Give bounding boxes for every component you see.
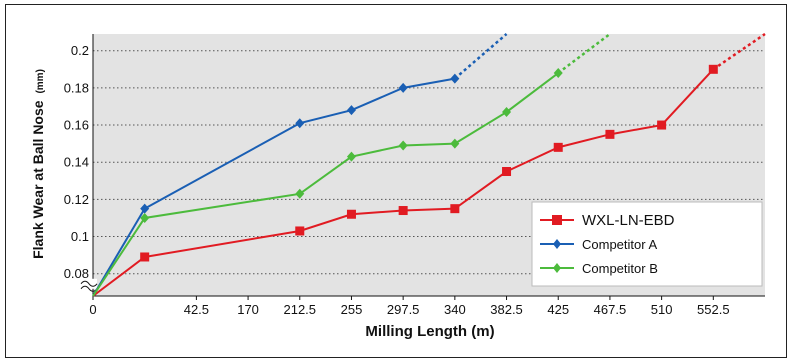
extrapolation-line (454, 33, 508, 80)
data-point (502, 167, 512, 177)
legend: WXL-LN-EBD Competitor A Competitor B (531, 201, 763, 287)
legend-marker (553, 239, 561, 249)
extrapolation-line (712, 32, 766, 71)
data-point (553, 142, 563, 152)
legend-label: Competitor A (582, 237, 657, 252)
legend-item: Competitor B (540, 261, 658, 276)
legend-item: WXL-LN-EBD (540, 212, 675, 229)
data-point (346, 105, 356, 116)
y-tick-label: 0.14 (64, 155, 89, 170)
series-competitor-b (92, 33, 611, 297)
x-tick-label: 467.5 (594, 302, 627, 317)
x-tick-label: 212.5 (283, 302, 316, 317)
y-tick-label: 0.12 (64, 192, 89, 207)
data-point (140, 212, 150, 223)
data-point (140, 203, 150, 214)
series-competitor-a (92, 33, 508, 297)
legend-item: Competitor A (540, 237, 657, 252)
data-point (450, 73, 460, 84)
data-point (346, 151, 356, 162)
axis-break-wave-bottom (80, 285, 98, 292)
y-axis-title-unit: (mm) (35, 69, 46, 93)
x-tick-label: 382.5 (490, 302, 523, 317)
x-tick-label: 255 (341, 302, 363, 317)
series-line (92, 77, 456, 297)
x-tick-label: 42.5 (184, 302, 209, 317)
data-point (295, 118, 305, 129)
x-tick-label: 552.5 (697, 302, 730, 317)
data-point (657, 120, 667, 130)
axis-break-gap (83, 278, 97, 289)
data-point (346, 209, 356, 219)
data-point (450, 204, 460, 214)
y-tick-label: 0.18 (64, 80, 89, 95)
x-tick-label: 170 (237, 302, 259, 317)
legend-marker (553, 263, 561, 273)
x-tick-label: 297.5 (387, 302, 420, 317)
y-tick-label: 0.1 (71, 229, 89, 244)
data-point (605, 129, 615, 139)
legend-label: Competitor B (582, 261, 658, 276)
data-point (295, 188, 305, 199)
data-point (140, 252, 150, 262)
series-wxl-ln-ebd (92, 32, 766, 297)
axis-break-icon (80, 278, 98, 292)
y-tick-label: 0.08 (64, 266, 89, 281)
data-point (398, 82, 408, 93)
data-point (502, 107, 512, 118)
data-point (708, 64, 718, 74)
axis-break-wave-top (80, 280, 98, 287)
series-line (92, 72, 559, 297)
x-tick-label: 340 (444, 302, 466, 317)
data-point (398, 140, 408, 151)
x-axis-title: Milling Length (m) (365, 323, 494, 340)
extrapolation-line (557, 33, 611, 75)
y-axis-title: Flank Wear at Ball Nose (mm) (30, 69, 46, 259)
x-tick-label: 0 (89, 302, 96, 317)
x-tick-label: 510 (651, 302, 673, 317)
data-point (398, 206, 408, 216)
y-tick-label: 0.2 (71, 43, 89, 58)
data-point (553, 68, 563, 79)
y-axis-title-main: Flank Wear at Ball Nose (30, 100, 46, 259)
legend-marker (552, 215, 562, 225)
y-tick-label: 0.16 (64, 118, 89, 133)
data-point (295, 226, 305, 236)
data-point (450, 138, 460, 149)
x-tick-label: 425 (547, 302, 569, 317)
legend-label: WXL-LN-EBD (582, 212, 675, 229)
